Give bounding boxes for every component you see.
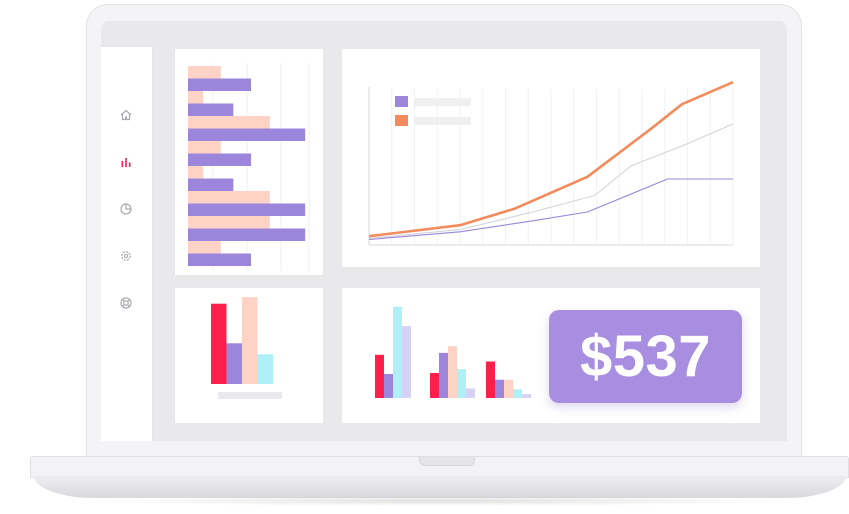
bar — [188, 216, 270, 229]
bar — [188, 166, 204, 179]
legend-label — [414, 98, 471, 106]
bar — [439, 352, 448, 398]
home-icon[interactable] — [118, 107, 134, 123]
bar — [495, 379, 504, 398]
x-axis-label — [218, 392, 282, 399]
legend-swatch — [395, 115, 408, 126]
bar — [402, 326, 411, 398]
sidebar — [101, 47, 153, 441]
bar — [188, 141, 221, 154]
series-line — [368, 81, 734, 238]
bar — [242, 297, 258, 384]
bar — [393, 306, 402, 398]
bar — [188, 253, 251, 266]
legend-swatch — [395, 96, 408, 107]
bar — [430, 373, 439, 398]
price-value: $537 — [579, 324, 712, 389]
horizontal-bar-chart — [188, 63, 310, 271]
bar — [457, 369, 466, 398]
bar — [211, 303, 227, 384]
settings-icon[interactable] — [118, 248, 134, 264]
bar — [188, 103, 234, 116]
laptop-shadow — [90, 496, 790, 506]
bar — [188, 178, 234, 191]
bar — [486, 361, 495, 398]
bar — [188, 241, 221, 254]
bar — [375, 354, 384, 398]
bar — [226, 343, 242, 384]
bar — [448, 346, 457, 398]
series-line — [368, 178, 733, 241]
laptop-notch — [419, 457, 475, 466]
line-chart-panel — [342, 49, 760, 267]
lifebuoy-icon[interactable] — [118, 295, 134, 311]
small-bar-chart-panel — [175, 288, 323, 423]
bar — [188, 78, 251, 91]
bar — [188, 91, 204, 104]
bar — [188, 153, 251, 166]
grouped-bar-chart — [375, 306, 531, 398]
small-bar-chart — [211, 297, 282, 399]
pie-chart-icon[interactable] — [118, 201, 134, 217]
line-chart — [368, 81, 734, 246]
bar — [384, 374, 393, 398]
laptop-base — [30, 456, 849, 478]
bar — [504, 379, 513, 398]
bar — [188, 128, 306, 141]
price-card[interactable]: $537 — [549, 310, 742, 403]
bar — [188, 191, 270, 204]
horizontal-bar-chart-panel — [175, 49, 323, 275]
bar — [513, 389, 522, 398]
series-line — [368, 123, 734, 239]
bar — [188, 203, 306, 216]
bar — [188, 66, 221, 79]
bar — [522, 394, 531, 398]
bar — [466, 388, 475, 398]
legend-label — [414, 117, 471, 125]
bar-chart-icon[interactable] — [118, 154, 134, 170]
bar — [188, 228, 306, 241]
laptop-base-front — [34, 476, 846, 498]
bar — [257, 354, 273, 384]
bar — [188, 116, 270, 129]
